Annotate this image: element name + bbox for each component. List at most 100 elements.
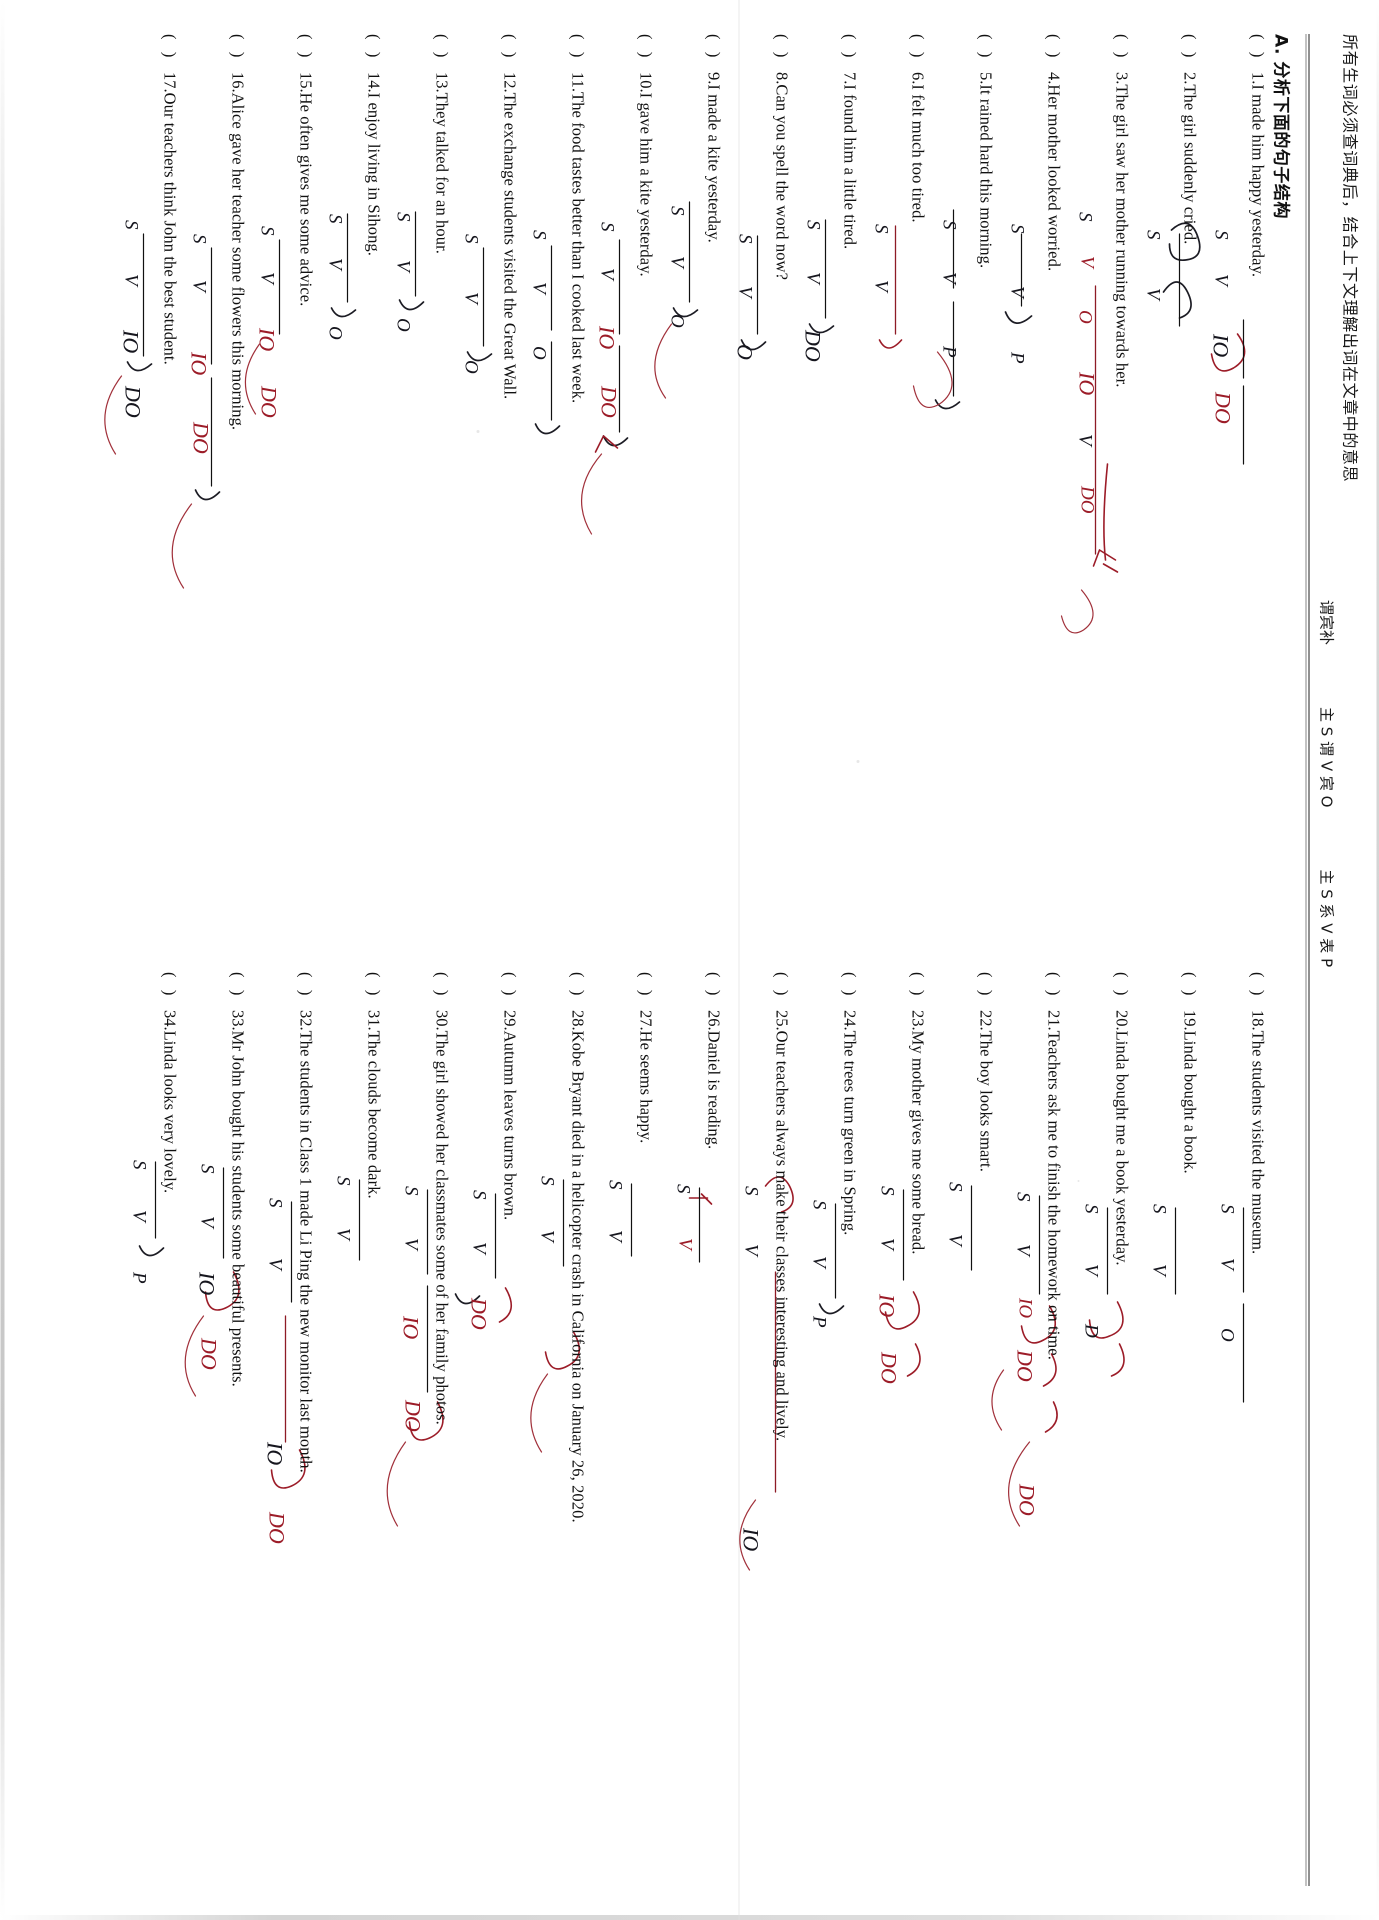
question-text: The boy looks smart.	[976, 1030, 995, 1172]
question-text: I felt much too tired.	[908, 84, 927, 223]
question-item: ( ) 10.I gave him a kite yesterday.	[587, 34, 655, 946]
paper-edge-right	[0, 1915, 1379, 1920]
question-text: He often gives me some advice.	[296, 92, 315, 307]
answer-blank[interactable]: ( )	[1248, 34, 1267, 58]
question-text: The students in Class 1 made Li Ping the…	[296, 1030, 315, 1473]
question-text: The students visited the museum.	[1248, 1030, 1267, 1255]
question-item: ( ) 34.Linda looks very lovely.	[111, 972, 179, 1884]
answer-blank[interactable]: ( )	[704, 972, 723, 996]
question-number: 18.	[1248, 1010, 1267, 1031]
question-text: Linda bought a book.	[1180, 1030, 1199, 1174]
answer-blank[interactable]: ( )	[160, 34, 179, 58]
question-text: I enjoy living in Sihong.	[364, 92, 383, 256]
question-number: 27.	[636, 1010, 655, 1031]
question-number: 19.	[1180, 1010, 1199, 1031]
question-item: ( ) 23.My mother gives me some bread.	[859, 972, 927, 1884]
answer-blank[interactable]: ( )	[500, 972, 519, 996]
answer-blank[interactable]: ( )	[1112, 34, 1131, 58]
question-item: ( ) 4.Her mother looked worried.	[995, 34, 1063, 946]
answer-blank[interactable]: ( )	[840, 34, 859, 58]
answer-blank[interactable]: ( )	[636, 972, 655, 996]
question-number: 26.	[704, 1010, 723, 1031]
answer-blank[interactable]: ( )	[364, 34, 383, 58]
answer-blank[interactable]: ( )	[228, 34, 247, 58]
question-text: Her mother looked worried.	[1044, 84, 1063, 272]
question-item: ( ) 16.Alice gave her teacher some flower…	[179, 34, 247, 946]
question-text: They talked for an hour.	[432, 92, 451, 255]
question-text: The clouds become dark.	[364, 1030, 383, 1199]
question-number: 4.	[1044, 72, 1063, 85]
header-col-2: 主 S 系 V 表 P	[1317, 869, 1335, 968]
question-text: The girl showed her classmates some of h…	[432, 1030, 451, 1425]
question-item: ( ) 9.I made a kite yesterday.	[655, 34, 723, 946]
answer-blank[interactable]: ( )	[1044, 972, 1063, 996]
question-item: ( ) 1.I made him happy yesterday.	[1199, 34, 1267, 946]
question-text: Linda bought me a book yesterday.	[1112, 1030, 1131, 1266]
answer-blank[interactable]: ( )	[976, 972, 995, 996]
question-text: Kobe Bryant died in a helicopter crash i…	[568, 1030, 587, 1523]
question-item: ( ) 31.The clouds become dark.	[315, 972, 383, 1884]
answer-blank[interactable]: ( )	[1248, 972, 1267, 996]
question-number: 3.	[1112, 72, 1131, 85]
question-item: ( ) 14.I enjoy living in Sihong.	[315, 34, 383, 946]
question-text: Daniel is reading.	[704, 1030, 723, 1150]
question-number: 30.	[432, 1010, 451, 1031]
answer-blank[interactable]: ( )	[160, 972, 179, 996]
question-number: 1.	[1248, 72, 1267, 85]
answer-blank[interactable]: ( )	[636, 34, 655, 58]
answer-blank[interactable]: ( )	[568, 972, 587, 996]
question-item: ( ) 12.The exchange students visited the …	[451, 34, 519, 946]
question-item: ( ) 15.He often gives me some advice.	[247, 34, 315, 946]
answer-blank[interactable]: ( )	[908, 34, 927, 58]
answer-blank[interactable]: ( )	[908, 972, 927, 996]
answer-blank[interactable]: ( )	[1112, 972, 1131, 996]
answer-blank[interactable]: ( )	[1180, 972, 1199, 996]
question-item: ( ) 13.They talked for an hour.	[383, 34, 451, 946]
answer-blank[interactable]: ( )	[840, 972, 859, 996]
answer-blank[interactable]: ( )	[432, 34, 451, 58]
answer-blank[interactable]: ( )	[228, 972, 247, 996]
question-number: 11.	[568, 72, 587, 93]
answer-blank[interactable]: ( )	[568, 34, 587, 58]
question-item: ( ) 22.The boy looks smart.	[927, 972, 995, 1884]
question-item: ( ) 8.Can you spell the word now?	[723, 34, 791, 946]
question-number: 7.	[840, 72, 859, 85]
answer-blank[interactable]: ( )	[364, 972, 383, 996]
question-item: ( ) 18.The students visited the museum.	[1199, 972, 1267, 1884]
question-item: ( ) 6.I felt much too tired.	[859, 34, 927, 946]
question-number: 21.	[1044, 1010, 1063, 1031]
question-number: 13.	[432, 72, 451, 93]
header-rule-secondary	[1305, 34, 1306, 1886]
answer-blank[interactable]: ( )	[500, 34, 519, 58]
question-item: ( ) 26.Daniel is reading.	[655, 972, 723, 1884]
answer-blank[interactable]: ( )	[296, 972, 315, 996]
answer-blank[interactable]: ( )	[976, 34, 995, 58]
question-text: Mr John bought his students some beautif…	[228, 1030, 247, 1387]
question-item: ( ) 7.I found him a little tired.	[791, 34, 859, 946]
questions-column-left: ( )1.I made him happy yesterday. ( )2.Th…	[19, 34, 1267, 946]
scan-speck	[856, 760, 859, 763]
answer-blank[interactable]: ( )	[1180, 34, 1199, 58]
answer-blank[interactable]: ( )	[772, 972, 791, 996]
answer-blank[interactable]: ( )	[1044, 34, 1063, 58]
answer-blank[interactable]: ( )	[772, 34, 791, 58]
answer-blank[interactable]: ( )	[432, 972, 451, 996]
question-item: ( ) 30.The girl showed her classmates som…	[383, 972, 451, 1884]
question-number: 8.	[772, 72, 791, 85]
question-item: ( ) 21.Teachers ask me to finish the home…	[995, 972, 1063, 1884]
question-number: 6.	[908, 72, 927, 85]
question-text: Alice gave her teacher some flowers this…	[228, 92, 247, 431]
question-text: Can you spell the word now?	[772, 84, 791, 280]
question-item: ( ) 2.The girl suddenly cried.	[1131, 34, 1199, 946]
question-number: 24.	[840, 1010, 859, 1031]
answer-blank[interactable]: ( )	[296, 34, 315, 58]
question-text: The trees turn green in Spring.	[840, 1030, 859, 1236]
questions-columns: ( )1.I made him happy yesterday. ( )2.Th…	[19, 34, 1267, 1890]
section-title: A. 分析下面的句子结构	[1270, 34, 1290, 219]
answer-blank[interactable]: ( )	[704, 34, 723, 58]
question-item: ( ) 20.Linda bought me a book yesterday.	[1063, 972, 1131, 1884]
paper-edge-bottom	[0, 0, 4, 1920]
questions-column-right: ( ) 18.The students visited the museum. (…	[19, 972, 1267, 1884]
